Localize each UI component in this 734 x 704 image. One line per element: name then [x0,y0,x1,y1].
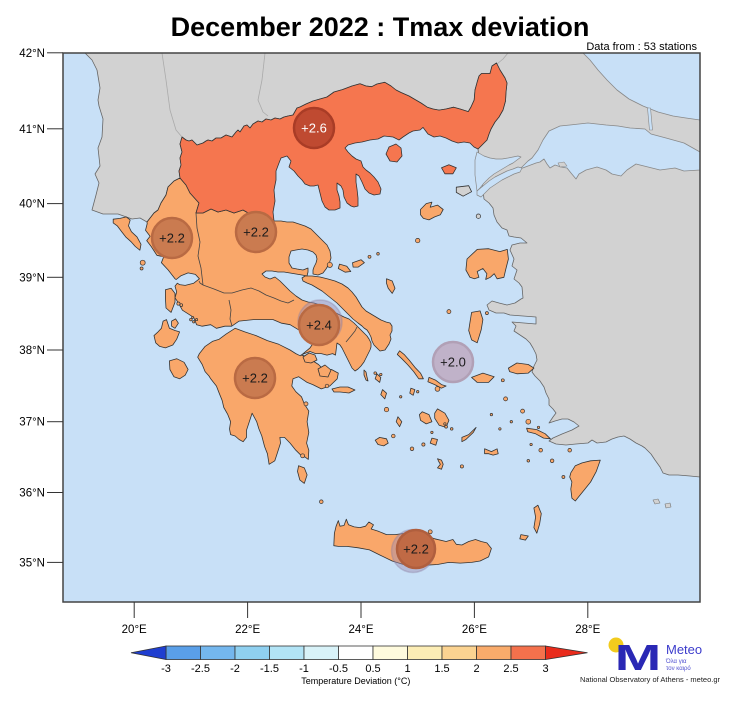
svg-text:41°N: 41°N [19,124,45,136]
svg-text:+2.2: +2.2 [243,225,269,240]
svg-text:20°E: 20°E [122,624,147,636]
svg-text:22°E: 22°E [235,624,260,636]
svg-text:+2.2: +2.2 [159,231,185,246]
svg-text:+2.2: +2.2 [242,371,268,386]
svg-text:0.5: 0.5 [365,663,380,675]
svg-text:-2: -2 [230,663,240,675]
svg-text:+2.2: +2.2 [403,542,429,557]
svg-text:36°N: 36°N [19,488,45,500]
svg-text:-1: -1 [299,663,309,675]
svg-text:Όλα για: Όλα για [665,659,687,665]
svg-text:2: 2 [473,663,479,675]
svg-text:35°N: 35°N [19,557,45,569]
svg-text:+2.4: +2.4 [306,318,332,333]
svg-text:2.5: 2.5 [503,663,518,675]
svg-text:37°N: 37°N [19,417,45,429]
svg-text:-2.5: -2.5 [191,663,210,675]
svg-text:38°N: 38°N [19,345,45,357]
svg-text:+2.0: +2.0 [440,355,466,370]
svg-text:-0.5: -0.5 [329,663,348,675]
svg-text:-1.5: -1.5 [260,663,279,675]
svg-text:42°N: 42°N [19,48,45,60]
svg-text:24°E: 24°E [348,624,373,636]
svg-text:τον καιρό: τον καιρό [666,665,691,672]
svg-text:1.5: 1.5 [434,663,449,675]
svg-text:26°E: 26°E [462,624,487,636]
svg-text:Data from : 53 stations: Data from : 53 stations [586,41,697,53]
svg-text:1: 1 [404,663,410,675]
svg-text:3: 3 [542,663,548,675]
svg-text:Meteo: Meteo [666,642,702,657]
svg-text:National Observatory of Athens: National Observatory of Athens - meteo.g… [580,675,721,684]
svg-text:+2.6: +2.6 [301,121,327,136]
svg-text:December 2022 : Tmax deviation: December 2022 : Tmax deviation [171,12,590,42]
svg-text:40°N: 40°N [19,199,45,211]
svg-text:M: M [615,637,661,678]
svg-text:Temperature Deviation (°C): Temperature Deviation (°C) [301,676,410,686]
svg-text:-3: -3 [161,663,171,675]
svg-text:39°N: 39°N [19,272,45,284]
svg-text:28°E: 28°E [575,624,600,636]
